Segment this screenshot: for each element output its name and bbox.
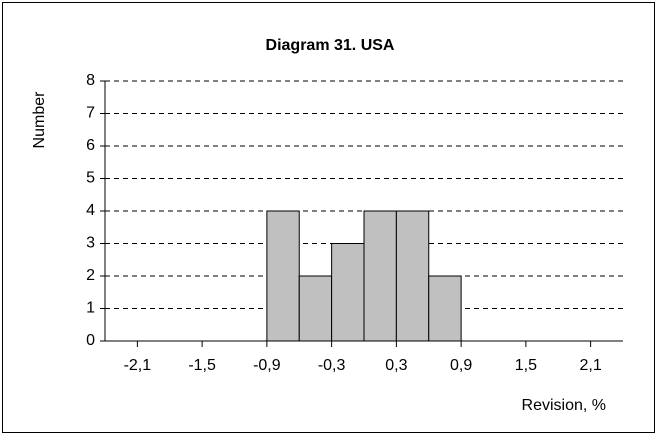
y-tick-label: 7	[86, 105, 95, 122]
x-tick-label: -0,3	[318, 357, 346, 374]
y-tick-label: 4	[86, 202, 95, 219]
y-tick-label: 3	[86, 235, 95, 252]
y-axis-label: Number	[31, 91, 48, 149]
y-tick-label: 5	[86, 170, 95, 187]
bar	[298, 275, 333, 342]
y-tick-label: 6	[86, 137, 95, 154]
bar	[428, 275, 462, 342]
bar	[266, 210, 300, 342]
x-tick-label: -2,1	[124, 357, 152, 374]
x-tick-label: 1,5	[515, 357, 537, 374]
chart-border	[2, 2, 655, 433]
x-tick-label: 0,9	[450, 357, 472, 374]
chart-title: Diagram 31. USA	[266, 37, 395, 54]
x-axis-label: Revision, %	[522, 397, 606, 414]
y-tick-label: 2	[86, 267, 95, 284]
x-tick-label: -0,9	[253, 357, 281, 374]
y-tick-label: 8	[86, 72, 95, 89]
bar	[331, 243, 365, 342]
x-tick-label: -1,5	[188, 357, 216, 374]
y-tick-label: 1	[86, 300, 95, 317]
x-tick-label: 0,3	[385, 357, 407, 374]
bar	[363, 210, 397, 342]
y-tick-label: 0	[86, 332, 95, 349]
x-tick-label: 2,1	[580, 357, 602, 374]
bar	[395, 210, 430, 342]
